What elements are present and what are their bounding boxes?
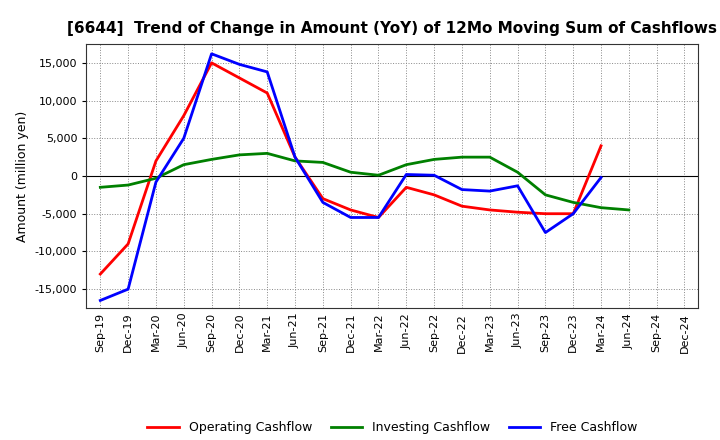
Legend: Operating Cashflow, Investing Cashflow, Free Cashflow: Operating Cashflow, Investing Cashflow, … — [143, 416, 642, 439]
Free Cashflow — [346, 215, 355, 220]
Operating Cashflow — [152, 158, 161, 164]
Investing Cashflow — [318, 160, 327, 165]
Free Cashflow — [402, 172, 410, 177]
Free Cashflow — [541, 230, 550, 235]
Operating Cashflow — [346, 207, 355, 213]
Investing Cashflow — [235, 152, 243, 158]
Line: Free Cashflow: Free Cashflow — [100, 54, 601, 301]
Free Cashflow — [430, 172, 438, 178]
Free Cashflow — [124, 286, 132, 292]
Operating Cashflow — [541, 211, 550, 216]
Line: Operating Cashflow: Operating Cashflow — [100, 63, 601, 274]
Free Cashflow — [235, 62, 243, 67]
Investing Cashflow — [430, 157, 438, 162]
Investing Cashflow — [207, 157, 216, 162]
Investing Cashflow — [624, 207, 633, 213]
Free Cashflow — [152, 180, 161, 185]
Operating Cashflow — [402, 185, 410, 190]
Operating Cashflow — [179, 113, 188, 118]
Operating Cashflow — [96, 271, 104, 277]
Free Cashflow — [263, 69, 271, 74]
Investing Cashflow — [152, 176, 161, 181]
Investing Cashflow — [346, 169, 355, 175]
Operating Cashflow — [374, 215, 383, 220]
Operating Cashflow — [458, 204, 467, 209]
Investing Cashflow — [179, 162, 188, 167]
Operating Cashflow — [597, 143, 606, 148]
Free Cashflow — [207, 51, 216, 56]
Title: [6644]  Trend of Change in Amount (YoY) of 12Mo Moving Sum of Cashflows: [6644] Trend of Change in Amount (YoY) o… — [68, 21, 717, 36]
Free Cashflow — [374, 215, 383, 220]
Free Cashflow — [96, 298, 104, 303]
Operating Cashflow — [291, 154, 300, 160]
Operating Cashflow — [430, 192, 438, 198]
Free Cashflow — [291, 154, 300, 160]
Investing Cashflow — [374, 172, 383, 178]
Investing Cashflow — [458, 154, 467, 160]
Investing Cashflow — [263, 151, 271, 156]
Investing Cashflow — [569, 200, 577, 205]
Operating Cashflow — [235, 75, 243, 81]
Free Cashflow — [485, 188, 494, 194]
Investing Cashflow — [541, 192, 550, 198]
Operating Cashflow — [124, 241, 132, 246]
Investing Cashflow — [513, 169, 522, 175]
Y-axis label: Amount (million yen): Amount (million yen) — [17, 110, 30, 242]
Free Cashflow — [458, 187, 467, 192]
Free Cashflow — [513, 183, 522, 188]
Operating Cashflow — [318, 196, 327, 201]
Investing Cashflow — [597, 205, 606, 210]
Free Cashflow — [597, 175, 606, 180]
Investing Cashflow — [291, 158, 300, 164]
Free Cashflow — [179, 136, 188, 141]
Investing Cashflow — [485, 154, 494, 160]
Operating Cashflow — [207, 60, 216, 66]
Line: Investing Cashflow: Investing Cashflow — [100, 154, 629, 210]
Operating Cashflow — [513, 209, 522, 215]
Operating Cashflow — [263, 90, 271, 95]
Operating Cashflow — [485, 207, 494, 213]
Investing Cashflow — [402, 162, 410, 167]
Free Cashflow — [318, 200, 327, 205]
Investing Cashflow — [124, 183, 132, 188]
Operating Cashflow — [569, 211, 577, 216]
Free Cashflow — [569, 211, 577, 216]
Investing Cashflow — [96, 185, 104, 190]
